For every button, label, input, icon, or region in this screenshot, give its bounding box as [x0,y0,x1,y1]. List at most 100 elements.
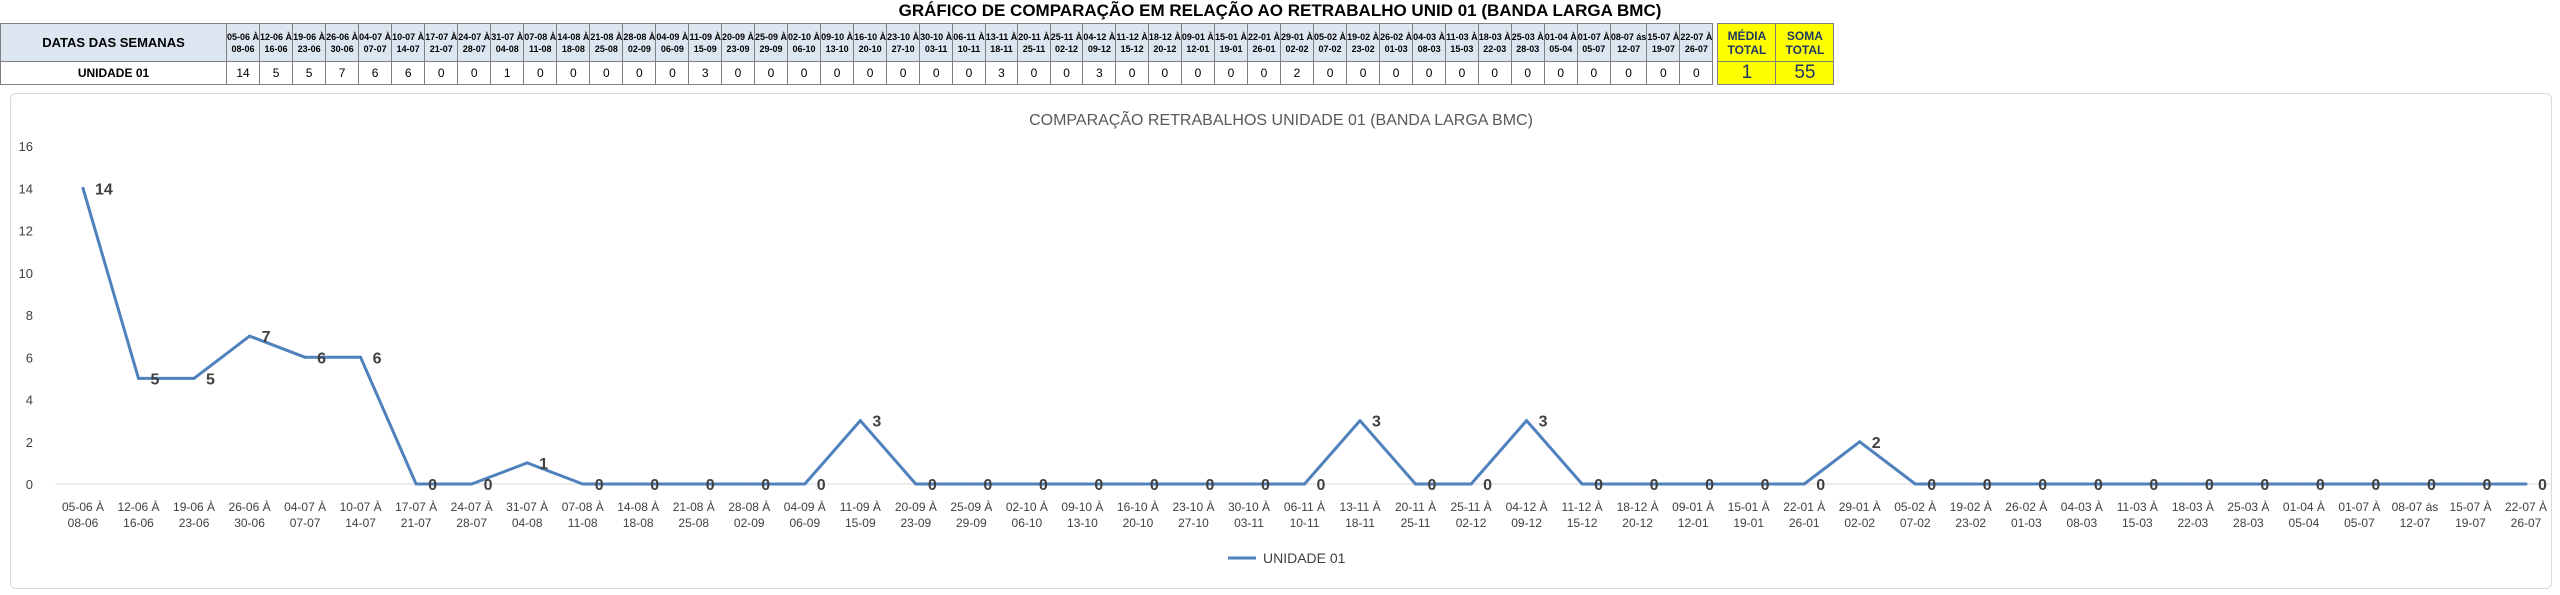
data-label: 0 [2371,477,2380,494]
data-label: 0 [2427,477,2436,494]
x-tick-label: 29-01 À 02-02 [1839,499,1881,530]
week-header: 04-07 À 07-07 [358,23,393,62]
x-tick-label: 28-08 À 02-09 [728,499,770,530]
page-title: GRÁFICO DE COMPARAÇÃO EM RELAÇÃO AO RETR… [898,1,1662,20]
y-tick-label: 4 [26,393,33,408]
x-tick-label: 20-09 À 23-09 [895,499,937,530]
data-point [2413,482,2417,486]
data-point [192,376,196,380]
week-start: 25-09 À [755,31,788,42]
week-end: 02-02 [1285,43,1309,54]
week-value-cell: 0 [853,61,888,85]
data-point [1636,482,1640,486]
data-label: 6 [317,350,326,367]
data-point [803,482,807,486]
y-axis: 0 2 4 6 8 10 12 14 16 [19,139,33,492]
data-label: 0 [1650,477,1659,494]
data-label: 0 [484,477,493,494]
week-value-cell: 0 [886,61,921,85]
week-start: 04-03 À [1413,31,1446,42]
week-start: 19-02 À [1347,31,1380,42]
week-end: 16-06 [264,43,288,54]
week-header: 01-07 À 05-07 [1576,23,1611,62]
week-header: 18-03 À 22-03 [1477,23,1512,62]
soma-total-header-line2: TOTAL [1785,42,1825,57]
data-point [137,376,141,380]
data-point [1802,482,1806,486]
week-header: 22-01 À 26-01 [1246,23,1282,62]
week-header: 16-10 À 20-10 [853,23,888,62]
week-start: 19-06 À [293,31,326,42]
week-value-cell: 6 [391,61,426,85]
data-label: 0 [817,477,826,494]
x-tick-label: 11-03 À 15-03 [2117,499,2158,530]
week-start: 09-01 À [1181,31,1214,42]
week-value-cell: 3 [984,61,1019,85]
week-header: 14-08 À 18-08 [556,23,591,62]
week-end: 02-09 [627,43,651,54]
x-tick-label: 15-01 À 19-01 [1728,499,1770,530]
data-point [2191,482,2195,486]
week-header: 21-08 À 25-08 [589,23,624,62]
x-tick-label: 22-07 À 26-07 [2505,499,2547,530]
x-tick-label: 25-11 À 02-12 [1450,499,1491,530]
x-tick-label: 18-12 À 20-12 [1617,499,1659,530]
week-header: 06-11 À 10-11 [952,23,986,62]
header-row: DATAS DAS SEMANAS 05-06 À 08-06 12-06 À 16-… [0,23,1835,62]
x-tick-label: 17-07 À 21-07 [395,499,437,530]
data-label: 0 [650,477,659,494]
week-end: 23-09 [726,43,750,54]
week-start: 22-01 À [1247,31,1280,42]
media-total-header-line2: TOTAL [1727,42,1767,57]
week-start: 20-09 À [721,31,754,42]
data-label: 0 [1761,477,1770,494]
data-point [581,482,585,486]
week-start: 26-02 À [1380,31,1413,42]
x-tick-label: 04-09 À 06-09 [784,499,826,530]
week-value-cell: 3 [1082,61,1117,85]
y-tick-label: 6 [26,350,33,365]
week-value-cell: 0 [1477,61,1512,85]
week-header: 19-02 À 23-02 [1346,23,1381,62]
week-value-cell: 6 [358,61,393,85]
week-end: 07-07 [363,43,387,54]
week-start: 15-07 À [1647,31,1680,42]
x-tick-label: 24-07 À 28-07 [451,499,493,530]
data-point [1025,482,1029,486]
week-value-cell: 0 [1049,61,1084,85]
y-tick-label: 2 [26,435,33,450]
week-value-cell: 2 [1279,61,1315,85]
data-label: 0 [928,477,937,494]
week-value-cell: 0 [820,61,855,85]
data-point [359,355,363,359]
week-start: 23-10 À [887,31,920,42]
week-end: 01-03 [1384,43,1408,54]
week-header: 11-12 À 15-12 [1115,23,1149,62]
data-label: 3 [1539,414,1548,431]
week-start: 01-04 À [1544,31,1577,42]
week-header: 15-07 À 19-07 [1646,23,1681,62]
week-start: 21-08 À [590,31,623,42]
week-start: 04-07 À [359,31,392,42]
x-tick-label: 06-11 À 10-11 [1284,499,1325,530]
week-start: 24-07 À [458,31,491,42]
week-value-cell: 1 [490,61,525,85]
data-point [1525,419,1529,423]
week-header: 08-07 ás 12-07 [1609,23,1648,62]
week-start: 09-10 À [821,31,854,42]
week-header: 19-06 À 23-06 [292,23,327,62]
x-tick-label: 11-12 À 15-12 [1562,499,1603,530]
x-tick-label: 01-04 À 05-04 [2283,499,2325,530]
data-label: 0 [2538,477,2547,494]
week-value-cell: 0 [424,61,459,85]
series-unidade-01 [81,186,2528,486]
media-total-header: MÉDIA TOTAL [1717,23,1777,62]
week-end: 11-08 [529,43,552,54]
x-tick-label: 16-10 À 20-10 [1117,499,1159,530]
week-end: 15-12 [1120,43,1144,54]
data-label: 0 [2038,477,2047,494]
week-end: 03-11 [924,43,948,54]
week-value-cell: 14 [225,61,261,85]
week-end: 21-07 [429,43,453,54]
week-end: 08-03 [1417,43,1441,54]
